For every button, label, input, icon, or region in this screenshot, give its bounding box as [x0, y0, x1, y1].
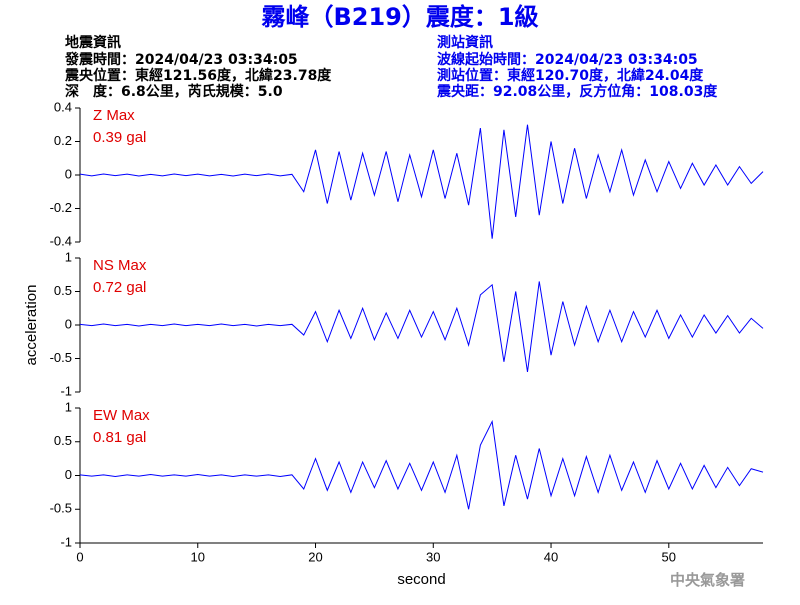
info-left: 地震資訊 [65, 34, 121, 51]
y-tick-label: -1 [60, 383, 72, 398]
info-right: 震央距：92.08公里，反方位角：108.03度 [436, 83, 718, 100]
y-tick-label: 0.4 [54, 99, 72, 114]
y-tick-label: -1 [60, 534, 72, 549]
info-left: 深 度：6.8公里，芮氏規模：5.0 [65, 83, 283, 100]
waveform [79, 281, 764, 372]
x-tick-label: 10 [191, 549, 205, 564]
annotation: 0.72 gal [93, 279, 146, 296]
y-tick-label: 0.5 [54, 433, 72, 448]
y-tick-label: -0.2 [50, 200, 72, 215]
info-right: 測站位置：東經120.70度，北緯24.04度 [437, 67, 704, 84]
x-tick-label: 30 [426, 549, 440, 564]
info-right: 波線起始時間：2024/04/23 03:34:05 [437, 51, 698, 68]
waveform [79, 419, 764, 510]
x-axis-label: second [397, 571, 445, 588]
y-axis-label: acceleration [23, 285, 40, 366]
annotation: Z Max [93, 107, 135, 124]
y-tick-label: 0 [65, 166, 72, 181]
annotation: 0.39 gal [93, 129, 146, 146]
info-left: 發震時間：2024/04/23 03:34:05 [64, 51, 298, 68]
annotation: NS Max [93, 257, 147, 274]
annotation: 0.81 gal [93, 429, 146, 446]
y-tick-label: 1 [65, 399, 72, 414]
x-tick-label: 0 [76, 549, 83, 564]
x-tick-label: 20 [308, 549, 322, 564]
y-tick-label: 0.2 [54, 133, 72, 148]
x-tick-label: 50 [662, 549, 676, 564]
y-tick-label: 0 [65, 316, 72, 331]
waveform [79, 124, 764, 239]
y-tick-label: -0.4 [50, 233, 72, 248]
info-left: 震央位置：東經121.56度，北緯23.78度 [64, 67, 332, 84]
y-tick-label: 0.5 [54, 283, 72, 298]
footer: 中央氣象署 [670, 571, 745, 589]
y-tick-label: -0.5 [50, 350, 72, 365]
x-tick-label: 40 [544, 549, 558, 564]
y-tick-label: 0 [65, 467, 72, 482]
y-tick-label: -0.5 [50, 501, 72, 516]
y-tick-label: 1 [65, 249, 72, 264]
title: 霧峰（B219）震度：1級 [261, 3, 538, 31]
info-right: 測站資訊 [437, 34, 493, 51]
annotation: EW Max [93, 407, 150, 424]
